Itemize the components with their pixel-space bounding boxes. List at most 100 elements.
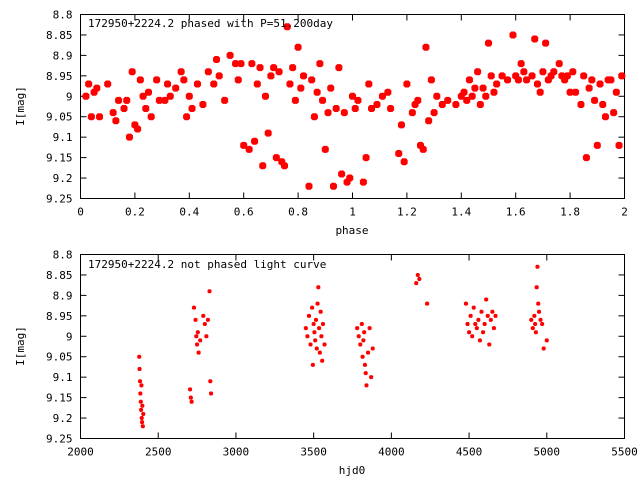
phased-x-tick-label: 0 (77, 206, 84, 219)
phased-data-point (139, 92, 147, 100)
unphased-data-point (538, 317, 543, 322)
unphased-data-point (322, 342, 327, 347)
phased-data-point (261, 92, 269, 100)
phased-data-point (351, 105, 359, 113)
phased-data-point (487, 72, 495, 80)
unphased-x-tick-labels: 2000 2500 3000 3500 4000 4500 5000 5500 (67, 446, 638, 459)
phased-data-point (166, 92, 174, 100)
unphased-y-tick-label: 8.95 (46, 310, 73, 323)
unphased-data-point (488, 317, 493, 322)
phased-data-point (340, 109, 348, 117)
phased-data-point (533, 80, 541, 88)
unphased-data-point (485, 313, 490, 318)
phased-data-point (493, 80, 501, 88)
phased-data-point (329, 182, 337, 190)
unphased-data-point (209, 391, 214, 396)
unphased-data-point (470, 334, 475, 339)
phased-data-point (153, 76, 161, 84)
phased-data-point (422, 43, 430, 51)
unphased-data-point (320, 322, 325, 327)
phased-data-point (134, 125, 142, 133)
unphased-data-point (205, 317, 210, 322)
unphased-data-point (137, 354, 142, 359)
unphased-data-point (356, 334, 361, 339)
unphased-data-point (195, 330, 200, 335)
phased-x-tick-label: 1.4 (451, 206, 471, 219)
phased-data-points (82, 23, 626, 190)
phased-y-axis-label: I[mag] (14, 86, 27, 126)
phased-data-point (272, 154, 280, 162)
phased-data-point (531, 35, 539, 43)
unphased-data-point (465, 322, 470, 327)
phased-data-point (444, 96, 452, 104)
unphased-data-point (194, 334, 199, 339)
unphased-data-point (533, 330, 538, 335)
phased-data-point (136, 76, 144, 84)
phased-data-point (346, 174, 354, 182)
unphased-data-point (311, 322, 316, 327)
unphased-data-point (358, 342, 363, 347)
phased-y-tick-label: 8.95 (46, 70, 73, 83)
phased-data-point (523, 76, 531, 84)
phased-data-point (504, 76, 512, 84)
unphased-x-tick-label: 4000 (378, 446, 405, 459)
unphased-data-point (493, 313, 498, 318)
unphased-data-point (540, 322, 545, 327)
phased-data-point (185, 92, 193, 100)
phased-data-point (601, 113, 609, 121)
unphased-y-tick-label: 9.1 (53, 371, 73, 384)
phased-data-point (115, 96, 123, 104)
phased-data-point (463, 96, 471, 104)
phased-data-point (96, 113, 104, 121)
phased-data-point (395, 150, 403, 158)
phased-data-point (109, 109, 117, 117)
unphased-data-point (367, 326, 372, 331)
phased-data-point (297, 84, 305, 92)
unphased-data-point (362, 330, 367, 335)
unphased-x-tick-label: 5000 (534, 446, 561, 459)
unphased-plot-frame (80, 254, 625, 439)
unphased-data-point (414, 281, 419, 286)
phased-data-point (85, 80, 93, 88)
phased-data-point (234, 76, 242, 84)
unphased-data-point (138, 379, 143, 384)
unphased-data-point (138, 391, 143, 396)
unphased-data-point (463, 301, 468, 306)
unphased-data-point (425, 301, 430, 306)
phased-data-point (354, 96, 362, 104)
phased-data-point (172, 84, 180, 92)
unphased-y-tick-label: 8.9 (53, 289, 73, 302)
unphased-data-point (370, 346, 375, 351)
unphased-data-point (415, 272, 420, 277)
phased-data-point (465, 76, 473, 84)
phased-data-point (142, 105, 150, 113)
unphased-light-curve-chart: 2000 2500 3000 3500 4000 4500 5000 5500 8.8 8.85… (14, 249, 638, 478)
phased-data-point (479, 84, 487, 92)
phased-data-point (563, 72, 571, 80)
unphased-data-point (473, 322, 478, 327)
unphased-y-axis-label: I[mag] (14, 326, 27, 366)
phased-data-point (615, 141, 623, 149)
phased-data-point (607, 76, 615, 84)
phased-data-point (289, 64, 297, 72)
unphased-data-point (532, 313, 537, 318)
phased-x-tick-label: 1.2 (397, 206, 417, 219)
unphased-data-point (317, 326, 322, 331)
phased-data-point (316, 60, 324, 68)
phased-data-point (332, 105, 340, 113)
unphased-data-point (482, 322, 487, 327)
phased-data-point (599, 100, 607, 108)
phased-data-point (128, 68, 136, 76)
phased-data-point (335, 64, 343, 72)
phased-data-point (591, 96, 599, 104)
unphased-data-point (208, 379, 213, 384)
phased-data-point (419, 145, 427, 153)
phased-x-tick-label: 1.8 (560, 206, 580, 219)
phased-x-tick-label: 0.2 (125, 206, 145, 219)
phased-data-point (378, 92, 386, 100)
unphased-data-point (537, 309, 542, 314)
phased-data-point (452, 100, 460, 108)
phased-data-point (245, 145, 253, 153)
unphased-data-point (201, 313, 206, 318)
unphased-data-point (303, 326, 308, 331)
